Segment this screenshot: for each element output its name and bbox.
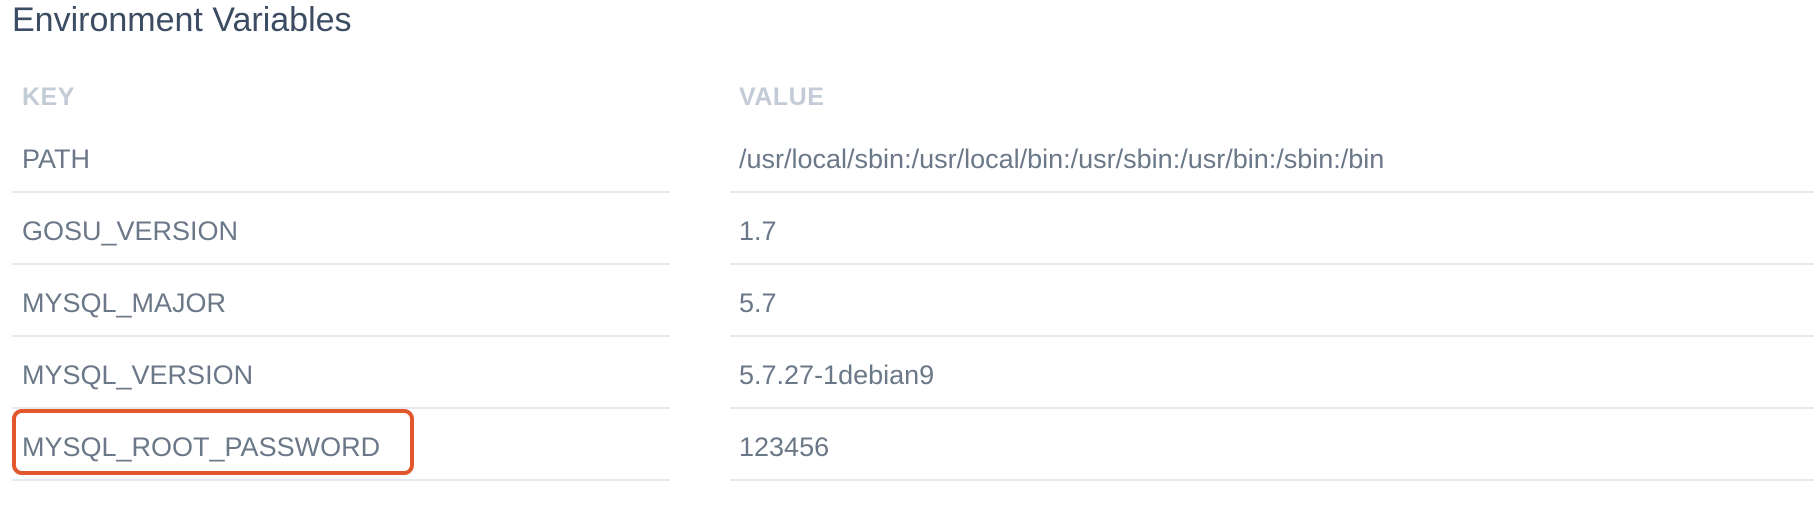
- table-row: MYSQL_ROOT_PASSWORD 123456: [0, 409, 1814, 481]
- table-row: MYSQL_VERSION 5.7.27-1debian9: [0, 337, 1814, 409]
- table-row: MYSQL_MAJOR 5.7: [0, 265, 1814, 337]
- key-text: MYSQL_MAJOR: [22, 288, 227, 318]
- key-cell: GOSU_VERSION: [12, 193, 670, 265]
- table-row: GOSU_VERSION 1.7: [0, 193, 1814, 265]
- value-cell: 123456: [730, 409, 1814, 481]
- key-text: GOSU_VERSION: [22, 216, 239, 246]
- value-text: /usr/local/sbin:/usr/local/bin:/usr/sbin…: [739, 144, 1385, 174]
- column-header-value: VALUE: [739, 83, 825, 111]
- key-text: MYSQL_VERSION: [22, 360, 254, 390]
- value-cell: 5.7.27-1debian9: [730, 337, 1814, 409]
- key-cell: MYSQL_ROOT_PASSWORD: [12, 409, 670, 481]
- key-cell: MYSQL_VERSION: [12, 337, 670, 409]
- column-header-key: KEY: [22, 83, 75, 111]
- value-cell: 1.7: [730, 193, 1814, 265]
- env-variables-table: PATH /usr/local/sbin:/usr/local/bin:/usr…: [0, 121, 1814, 481]
- value-cell: /usr/local/sbin:/usr/local/bin:/usr/sbin…: [730, 121, 1814, 193]
- value-cell: 5.7: [730, 265, 1814, 337]
- key-cell: PATH: [12, 121, 670, 193]
- key-text: MYSQL_ROOT_PASSWORD: [22, 432, 381, 462]
- table-row: PATH /usr/local/sbin:/usr/local/bin:/usr…: [0, 121, 1814, 193]
- value-text: 5.7: [739, 288, 777, 318]
- value-text: 123456: [739, 432, 830, 462]
- key-text: PATH: [22, 144, 91, 174]
- value-text: 1.7: [739, 216, 777, 246]
- key-cell: MYSQL_MAJOR: [12, 265, 670, 337]
- section-title: Environment Variables: [12, 1, 352, 39]
- value-text: 5.7.27-1debian9: [739, 360, 935, 390]
